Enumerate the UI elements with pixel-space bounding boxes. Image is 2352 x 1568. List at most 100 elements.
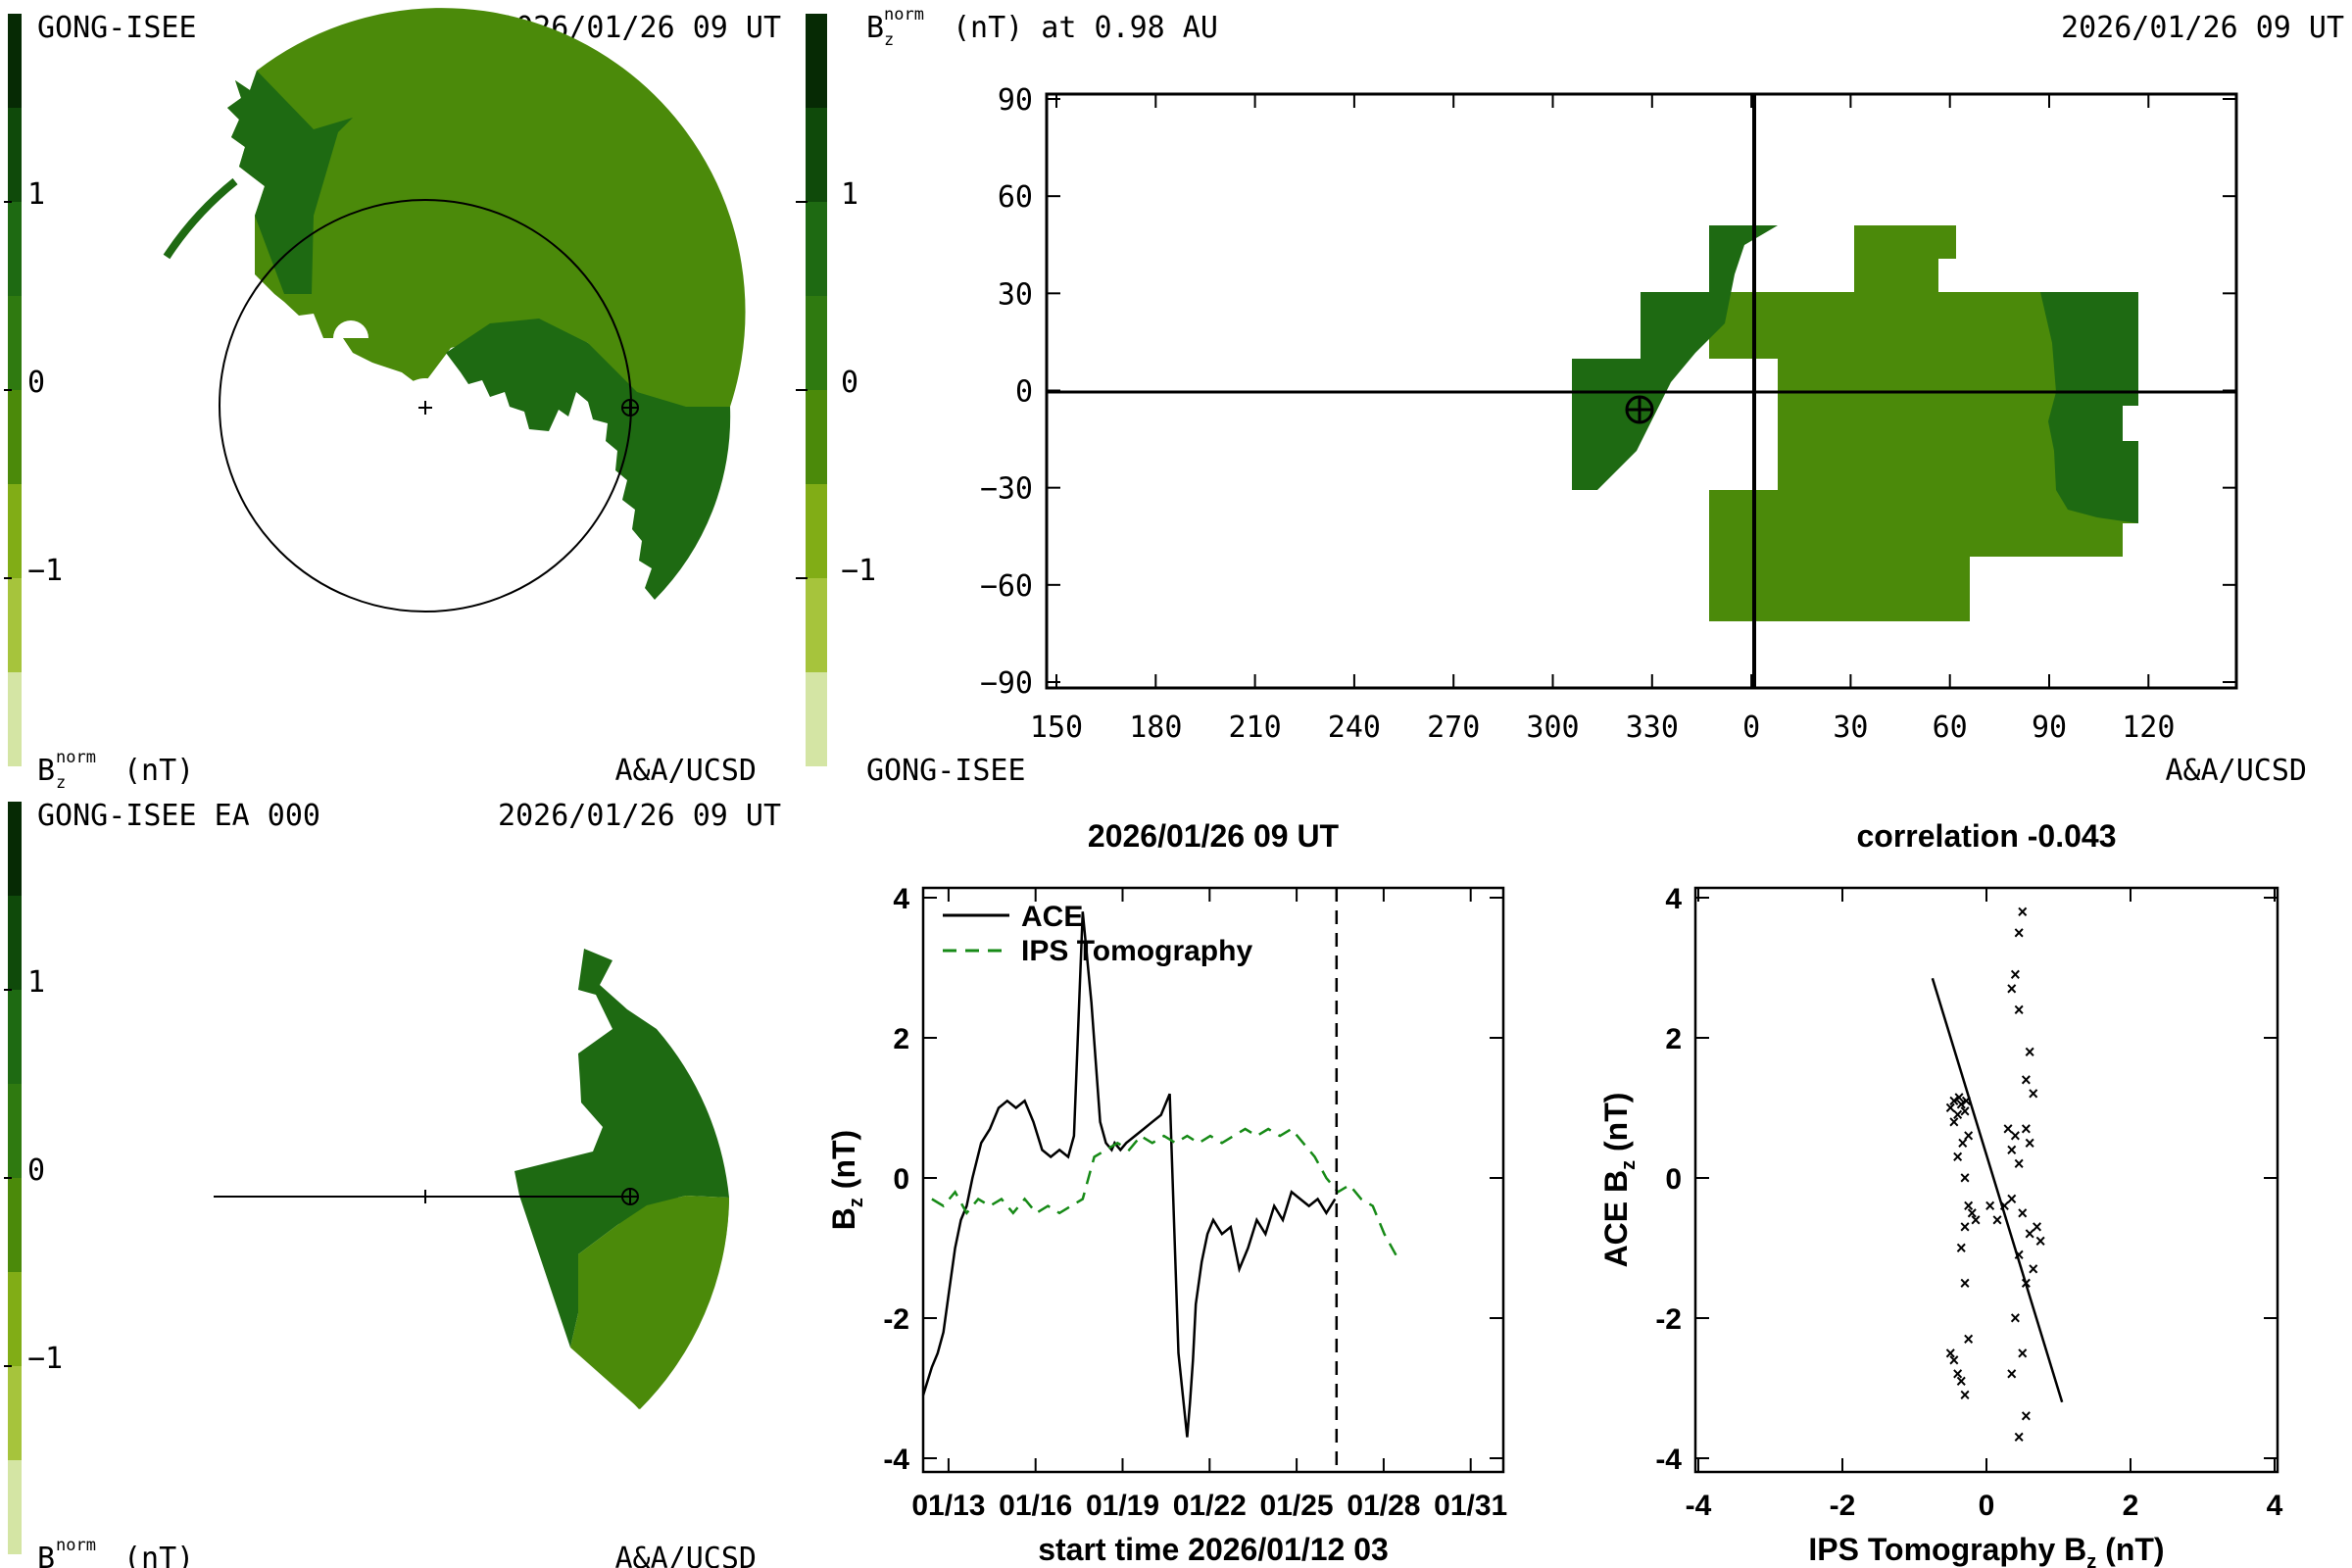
legend-label-ace: ACE — [1021, 901, 1083, 933]
panel-title-left: GONG-ISEE EA 000 — [37, 799, 320, 833]
scatter-point: × — [1949, 1091, 1960, 1110]
map-x-tick-label: 60 — [1933, 710, 1968, 745]
colorbar-label-sup: norm — [56, 1536, 96, 1555]
ts-x-tick-label: 01/22 — [1173, 1490, 1247, 1522]
colorbar-tick-label: 1 — [27, 965, 45, 1000]
scatter-point: × — [1949, 1112, 1960, 1132]
scatter-point: × — [1952, 1364, 1963, 1384]
colorbar-top-left: 1 0 −1 — [4, 14, 63, 766]
map-x-ticks: 150 180 210 240 270 300 330 0 30 60 90 120 — [1030, 94, 2175, 745]
polar-region-dark-right — [446, 318, 731, 600]
colorbar-swatch — [8, 1084, 22, 1178]
colorbar-swatch — [8, 802, 22, 896]
earth-marker — [621, 399, 639, 416]
polar-thin-arc — [163, 177, 238, 260]
polar-region-negative — [514, 949, 729, 1348]
ts-x-tick-label: 01/13 — [911, 1490, 985, 1522]
scatter-point: × — [1945, 1344, 1956, 1363]
scatter-x-tick-label: -2 — [1830, 1490, 1856, 1522]
scatter-point: × — [1960, 1168, 1971, 1188]
map-title-sub: z — [884, 30, 894, 50]
map-title: B norm z (nT) at 0.98 AU — [866, 5, 1218, 50]
scatter-frame — [1693, 886, 2279, 1474]
scatter-y-tick-label: 4 — [1665, 883, 1682, 915]
scatter-x-tick-label: 4 — [2267, 1490, 2283, 1522]
scatter-xlabel-sub: z — [2086, 1551, 2096, 1568]
colorbar-swatch — [8, 14, 22, 108]
scatter-point: × — [2017, 902, 2028, 921]
colorbar-tick-label: −1 — [841, 554, 876, 588]
colorbar-swatch — [8, 896, 22, 990]
colorbar-swatch — [806, 390, 827, 484]
scatter-point: × — [1952, 1105, 1963, 1125]
colorbar-tick-label: 1 — [841, 177, 858, 212]
map-x-tick-label: 180 — [1129, 710, 1182, 745]
scatter-point: × — [2014, 1154, 2025, 1174]
colorbar-tick-label: 0 — [841, 366, 858, 400]
colorbar-swatch — [8, 484, 22, 578]
colorbar-tick-label: 0 — [27, 1153, 45, 1188]
ts-y-tick-label: -4 — [883, 1444, 909, 1476]
colorbar-label-main: B — [37, 1542, 55, 1568]
scatter-point: × — [1960, 1102, 1971, 1121]
map-y-tick-label: −60 — [980, 569, 1033, 604]
colorbar-label-unit: (nT) — [123, 754, 194, 788]
colorbar-top-right: 1 0 −1 — [796, 14, 876, 766]
ts-ylabel: Bz (nT) — [826, 1130, 867, 1230]
colorbar-swatch — [8, 990, 22, 1084]
scatter-fit-line — [1931, 977, 2064, 1403]
ts-y-tick-label: 2 — [893, 1023, 909, 1055]
scatter-point: × — [1967, 1203, 1978, 1223]
scatter-point: × — [2014, 923, 2025, 943]
earth-marker — [1625, 395, 1654, 424]
scatter-point: × — [2021, 1070, 2032, 1090]
colorbar-swatch — [8, 578, 22, 672]
ts-xlabel: start time 2026/01/12 03 — [1038, 1532, 1389, 1567]
scatter-point: × — [1963, 1126, 1974, 1146]
scatter-point: × — [2025, 1042, 2035, 1061]
scatter-point: × — [1960, 1217, 1971, 1237]
scatter-point: × — [1984, 1197, 1995, 1216]
panel-lat-lon-map: 1 0 −1 B norm z (nT) at 0.98 AU 2026/01/… — [796, 5, 2344, 788]
map-y-tick-label: 90 — [998, 83, 1033, 118]
scatter-points: ×××××××××××××××××××××××××××××××××× ××××××… — [1945, 902, 2045, 1446]
colorbar-swatch — [806, 296, 827, 390]
scatter-x-tick-label: 0 — [1979, 1490, 1995, 1522]
scatter-point: × — [2025, 1224, 2035, 1244]
panel-title-left: GONG-ISEE — [37, 11, 197, 45]
ts-y-tick-label: 0 — [893, 1163, 909, 1196]
ts-ylabel-sub: z — [846, 1198, 867, 1207]
map-y-tick-label: −30 — [980, 472, 1033, 507]
map-y-tick-label: 60 — [998, 180, 1033, 215]
map-footer-left: GONG-ISEE — [866, 754, 1026, 788]
colorbar-swatch — [806, 108, 827, 202]
map-title-main: B — [866, 11, 884, 45]
colorbar-tick-label: −1 — [27, 554, 63, 588]
colorbar-swatch — [8, 1460, 22, 1554]
colorbar-swatch — [806, 14, 827, 108]
scatter-point: × — [1949, 1350, 1960, 1370]
colorbar-swatch — [8, 1178, 22, 1272]
scatter-point: × — [2014, 1246, 2025, 1265]
scatter-point: × — [2006, 1364, 2017, 1384]
colorbar-label-unit: (nT) — [123, 1542, 194, 1568]
scatter-point: × — [2010, 1308, 2021, 1328]
ts-frame — [921, 886, 1505, 1474]
colorbar-swatch — [806, 672, 827, 766]
scatter-point: × — [2029, 1259, 2039, 1279]
scatter-title: correlation -0.043 — [1857, 818, 2117, 854]
ts-x-tick-label: 01/19 — [1086, 1490, 1159, 1522]
scatter-point: × — [1999, 1197, 2010, 1216]
scatter-point: × — [2032, 1217, 2042, 1237]
scatter-point: × — [2006, 979, 2017, 999]
colorbar-swatch — [806, 202, 827, 296]
scatter-point: × — [2017, 1344, 2028, 1363]
colorbar-swatch — [8, 296, 22, 390]
scatter-xlabel-unit: (nT) — [2105, 1532, 2164, 1567]
scatter-point: × — [1952, 1148, 1963, 1167]
colorbar-label-sub: z — [56, 773, 66, 793]
scatter-xlabel-main: IPS Tomography B — [1808, 1532, 2086, 1567]
scatter-point: × — [1963, 1329, 1974, 1348]
